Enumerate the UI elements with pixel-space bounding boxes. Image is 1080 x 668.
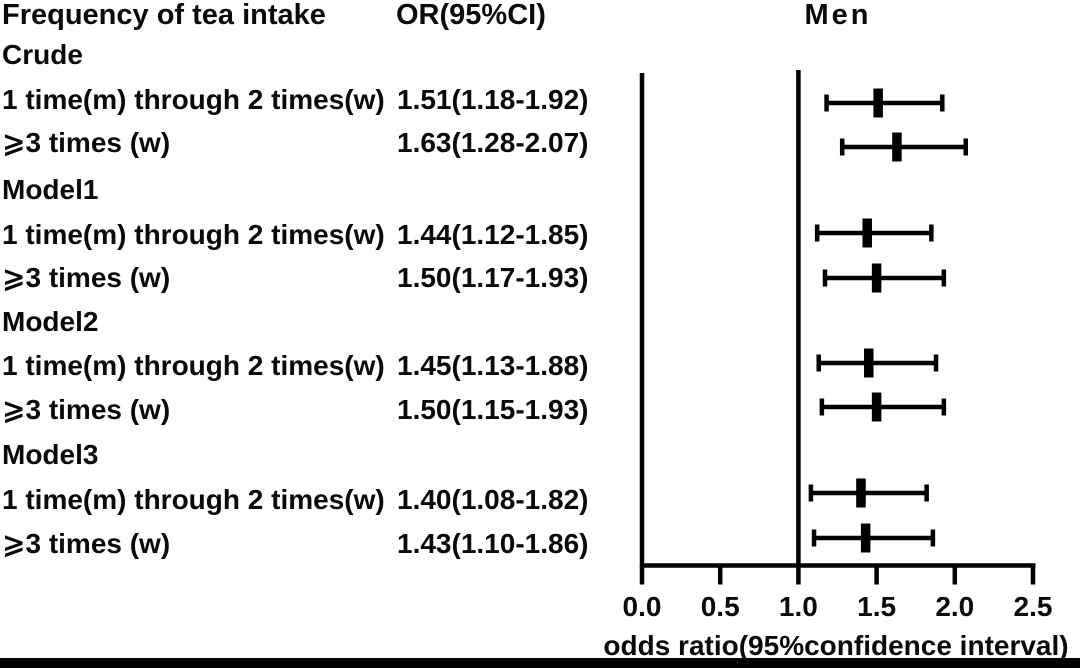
or-marker <box>864 348 874 378</box>
row-or-value: 1.63(1.28-2.07) <box>397 127 589 158</box>
row-label: 1 time(m) through 2 times(w) <box>2 350 385 381</box>
row-label: ⩾3 times (w) <box>2 127 171 158</box>
error-bar-crude-1 <box>824 88 945 118</box>
group-header-model1: Model1 <box>2 174 99 205</box>
x-tick-label-1.5: 1.5 <box>857 591 897 622</box>
group-header-model2: Model2 <box>2 306 99 337</box>
column-header-or: OR(95%CI) <box>396 0 546 31</box>
panel-title-men: Men <box>804 0 872 31</box>
bottom-border-bar <box>0 658 1080 668</box>
or-marker <box>871 263 882 293</box>
row-or-value: 1.44(1.12-1.85) <box>397 219 589 250</box>
group-header-crude: Crude <box>2 39 83 70</box>
row-label: ⩾3 times (w) <box>2 262 171 293</box>
row-label: ⩾3 times (w) <box>2 528 171 559</box>
error-bar-model3-1 <box>808 478 929 508</box>
x-tick-label-2.5: 2.5 <box>1013 591 1053 622</box>
row-or-value: 1.45(1.13-1.88) <box>397 350 589 381</box>
x-tick-label-1.0: 1.0 <box>778 591 818 622</box>
row-or-value: 1.43(1.10-1.86) <box>397 528 589 559</box>
error-bar-model1-1 <box>814 218 934 248</box>
error-bar-model1-2 <box>822 263 947 293</box>
x-tick-label-0.0: 0.0 <box>622 591 662 622</box>
x-axis-label: odds ratio(95%confidence interval) <box>603 630 1069 661</box>
error-bar-model2-2 <box>819 392 947 422</box>
or-marker <box>862 218 872 248</box>
row-or-value: 1.50(1.17-1.93) <box>397 262 589 293</box>
row-label: 1 time(m) through 2 times(w) <box>2 219 385 250</box>
or-marker <box>873 88 883 118</box>
row-label: ⩾3 times (w) <box>2 394 171 425</box>
row-label: 1 time(m) through 2 times(w) <box>2 84 385 115</box>
x-tick-label-0.5: 0.5 <box>700 591 740 622</box>
x-tick-label-2.0: 2.0 <box>935 591 975 622</box>
row-or-value: 1.40(1.08-1.82) <box>397 484 589 515</box>
or-marker <box>871 392 882 422</box>
error-bar-crude-2 <box>839 132 968 162</box>
row-or-value: 1.50(1.15-1.93) <box>397 394 589 425</box>
or-marker <box>860 523 871 553</box>
or-marker <box>892 132 902 162</box>
group-header-model3: Model3 <box>2 439 99 470</box>
or-marker <box>856 478 866 508</box>
row-label: 1 time(m) through 2 times(w) <box>2 484 385 515</box>
row-or-value: 1.51(1.18-1.92) <box>397 84 589 115</box>
error-bar-model3-2 <box>811 523 936 553</box>
column-header-frequency: Frequency of tea intake <box>2 0 326 31</box>
error-bar-model2-1 <box>816 348 939 378</box>
